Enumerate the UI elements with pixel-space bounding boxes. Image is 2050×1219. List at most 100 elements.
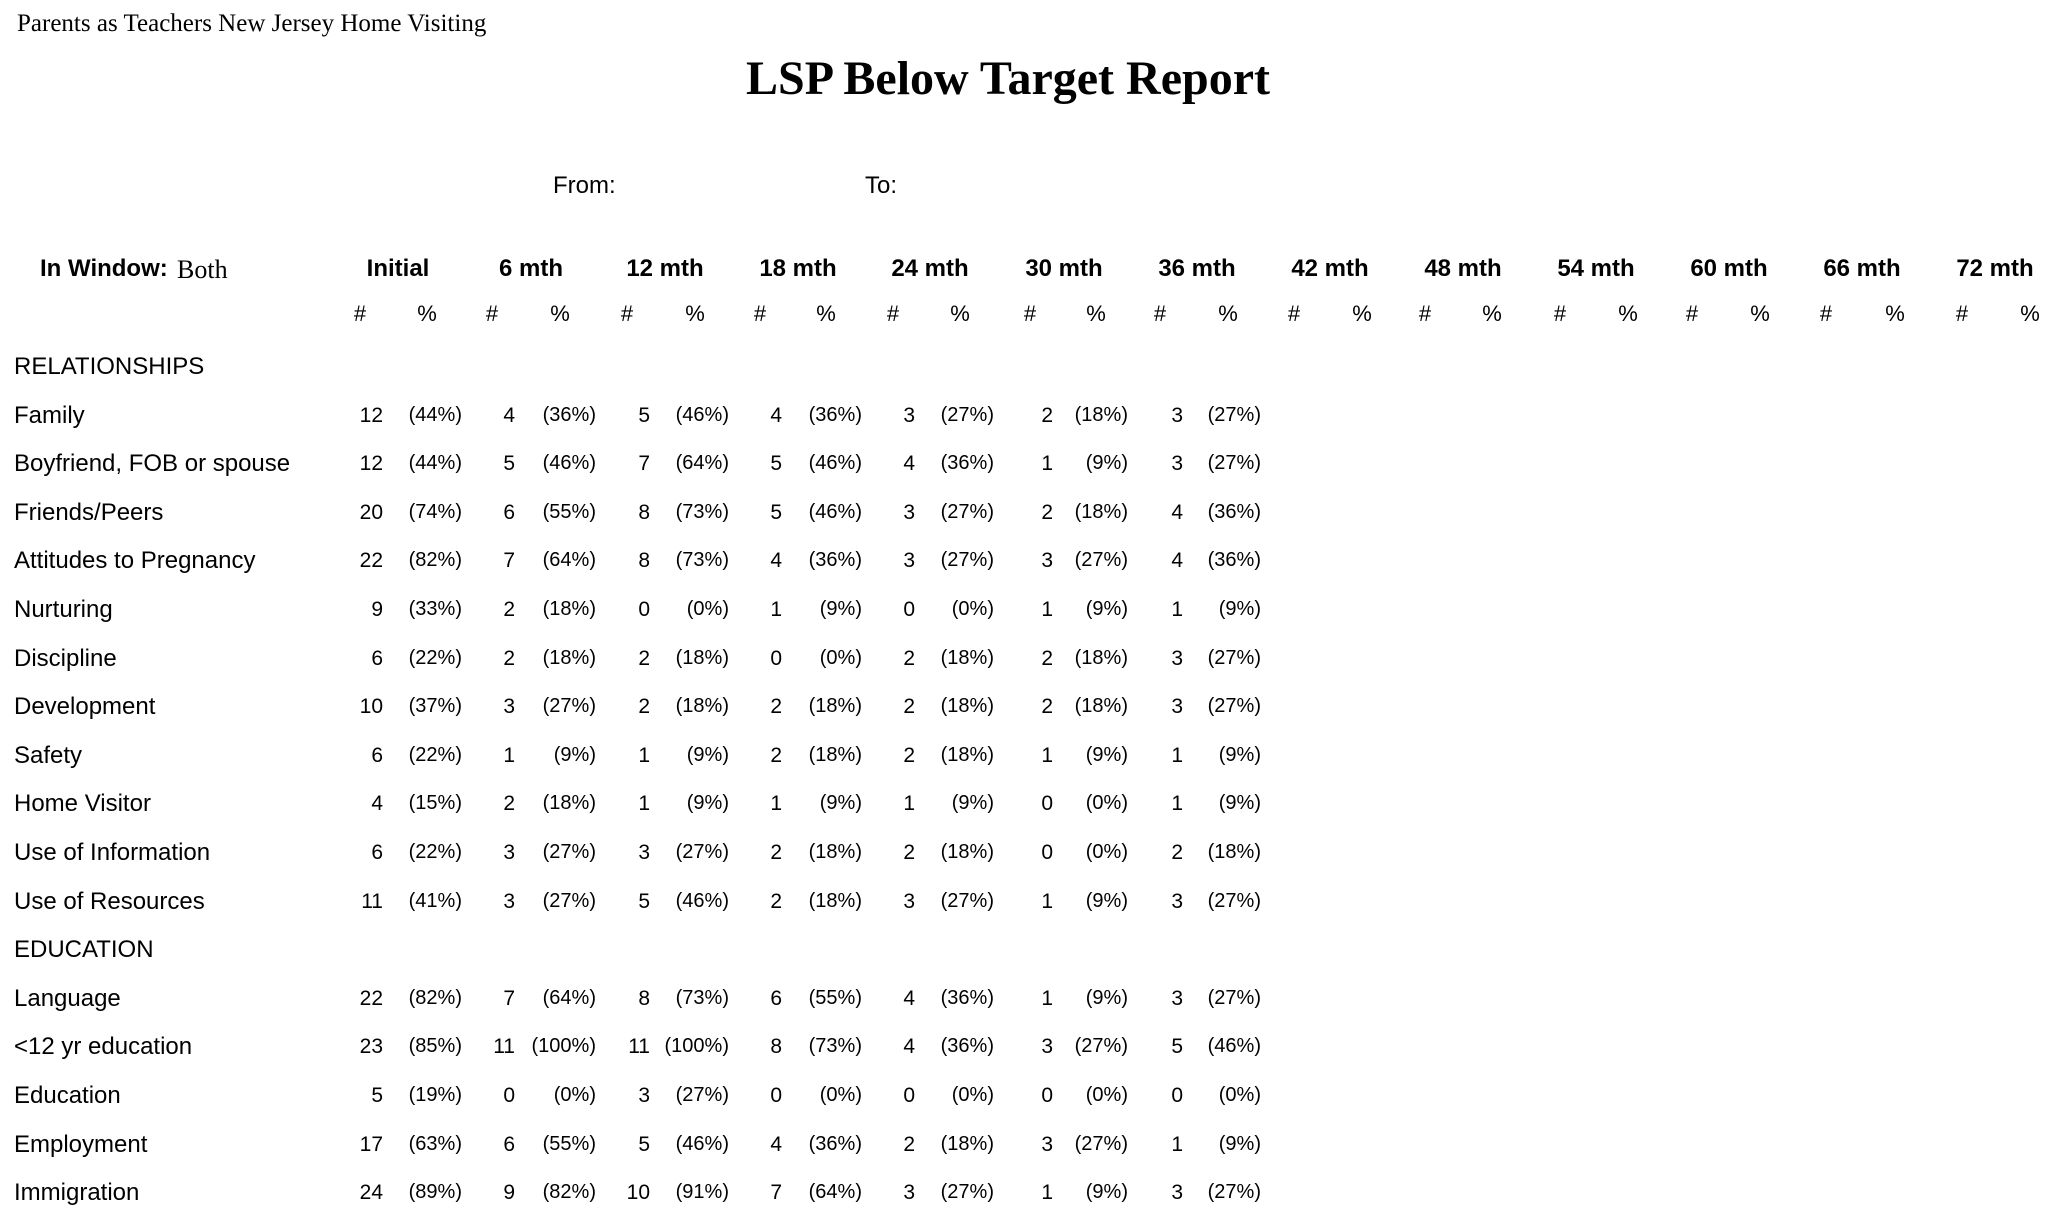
percent-column-header: % (1482, 301, 1502, 326)
count-cell: 8 (638, 986, 650, 1010)
percent-cell: (64%) (675, 452, 729, 475)
count-cell: 0 (1041, 841, 1053, 864)
row-label: Use of Information (14, 839, 211, 866)
percent-cell: (18%) (808, 889, 862, 912)
percent-cell: (9%) (553, 743, 596, 766)
count-cell: 7 (503, 986, 515, 1010)
count-cell: 24 (359, 1181, 383, 1205)
percent-cell: (74%) (408, 500, 462, 523)
in-window-label: In Window: (40, 255, 168, 282)
period-header: 60 mth (1690, 255, 1768, 282)
in-window-value: Both (177, 255, 228, 284)
percent-cell: (9%) (1218, 743, 1261, 766)
percent-cell: (27%) (1207, 403, 1261, 426)
table-row: Language 22 (82%) 7 (64%) 8 (73%) 6 (55%) 4 (36%) 1… (0, 977, 2050, 1025)
count-cell: 6 (503, 500, 515, 524)
count-cell: 1 (903, 792, 915, 816)
from-label: From: (553, 172, 616, 199)
percent-cell: (27%) (940, 549, 994, 572)
count-cell: 7 (770, 1181, 782, 1205)
count-cell: 3 (1171, 986, 1183, 1010)
percent-cell: (0%) (819, 1084, 862, 1106)
count-cell: 2 (503, 598, 515, 621)
percent-cell: (0%) (951, 598, 994, 620)
count-cell: 3 (1041, 549, 1053, 573)
count-cell: 3 (638, 841, 650, 864)
report-title-text: LSP Below Target Report (746, 52, 1270, 105)
percent-cell: (9%) (686, 792, 729, 815)
percent-cell: (9%) (1085, 743, 1128, 766)
count-cell: 1 (1041, 889, 1053, 913)
row-label: Development (14, 693, 156, 721)
percent-column-header: % (950, 301, 970, 326)
percent-cell: (9%) (1085, 1181, 1128, 1204)
period-header: 48 mth (1424, 255, 1502, 282)
percent-cell: (18%) (940, 646, 994, 669)
count-cell: 4 (770, 549, 782, 573)
section-header-row: EDUCATION (0, 928, 2050, 976)
percent-cell: (0%) (1218, 1084, 1261, 1106)
row-label: Education (14, 1082, 121, 1109)
percent-cell: (9%) (1218, 1132, 1261, 1155)
organization-name: Parents as Teachers New Jersey Home Visi… (17, 10, 487, 37)
table-row: Education 5 (19%) 0 (0%) 3 (27%) 0 (0%) 0 (0%) 0 (0%… (0, 1074, 2050, 1122)
percent-cell: (27%) (675, 841, 729, 863)
percent-cell: (0%) (951, 1084, 994, 1106)
table-row: Boyfriend, FOB or spouse 12 (44%) 5 (46%) 7 (6… (0, 442, 2050, 490)
table-row: Attitudes to Pregnancy 22 (82%) 7 (64%) 8 (73%… (0, 539, 2050, 587)
count-cell: 4 (770, 403, 782, 427)
count-cell: 3 (903, 549, 915, 573)
percent-cell: (22%) (408, 743, 462, 766)
section-header-row: RELATIONSHIPS (0, 345, 2050, 393)
percent-cell: (0%) (1085, 1084, 1128, 1106)
percent-cell: (36%) (542, 403, 596, 426)
percent-cell: (37%) (408, 695, 462, 718)
section-label: RELATIONSHIPS (14, 353, 205, 380)
count-cell: 2 (1171, 841, 1183, 864)
count-cell: 3 (638, 1084, 650, 1107)
count-cell: 1 (1171, 743, 1183, 767)
percent-cell: (27%) (1207, 986, 1261, 1009)
section-label: EDUCATION (14, 936, 154, 964)
count-cell: 20 (359, 500, 383, 524)
percent-cell: (36%) (808, 1132, 862, 1155)
table-row: Employment 17 (63%) 6 (55%) 5 (46%) 4 (36%) 2 (18%… (0, 1123, 2050, 1171)
percent-cell: (64%) (808, 1181, 862, 1204)
row-label: Safety (14, 741, 83, 769)
count-cell: 6 (770, 986, 782, 1010)
percent-cell: (46%) (542, 452, 596, 475)
percent-cell: (27%) (542, 695, 596, 718)
count-cell: 1 (1041, 986, 1053, 1010)
count-cell: 9 (371, 598, 383, 621)
percent-cell: (46%) (808, 452, 862, 475)
percent-cell: (91%) (675, 1181, 729, 1204)
count-cell: 4 (770, 1132, 782, 1156)
percent-cell: (55%) (542, 1132, 596, 1155)
count-cell: 1 (1171, 792, 1183, 816)
count-cell: 2 (770, 695, 782, 719)
percent-cell: (36%) (1207, 549, 1261, 572)
count-cell: 3 (903, 1181, 915, 1205)
row-label: Boyfriend, FOB or spouse (14, 450, 291, 478)
period-header: 36 mth (1158, 255, 1236, 282)
count-cell: 8 (770, 1035, 782, 1059)
count-cell: 1 (638, 792, 650, 816)
percent-cell: (9%) (1218, 792, 1261, 815)
percent-cell: (36%) (940, 986, 994, 1009)
percent-cell: (18%) (542, 598, 596, 620)
percent-cell: (82%) (542, 1181, 596, 1204)
count-column-header: # (1553, 301, 1567, 326)
count-cell: 10 (359, 695, 383, 719)
percent-cell: (19%) (408, 1084, 462, 1106)
count-cell: 2 (770, 841, 782, 864)
count-cell: 7 (503, 549, 515, 573)
count-cell: 1 (1171, 1132, 1183, 1156)
count-cell: 2 (903, 841, 915, 864)
count-cell: 3 (1171, 1181, 1183, 1205)
count-cell: 3 (503, 889, 515, 913)
count-cell: 0 (770, 646, 782, 670)
count-cell: 1 (770, 792, 782, 816)
percent-cell: (64%) (542, 986, 596, 1009)
table-row: <12 yr education 23 (85%) 11 (100%) 11 (100%) 8… (0, 1025, 2050, 1073)
percent-cell: (55%) (808, 986, 862, 1009)
